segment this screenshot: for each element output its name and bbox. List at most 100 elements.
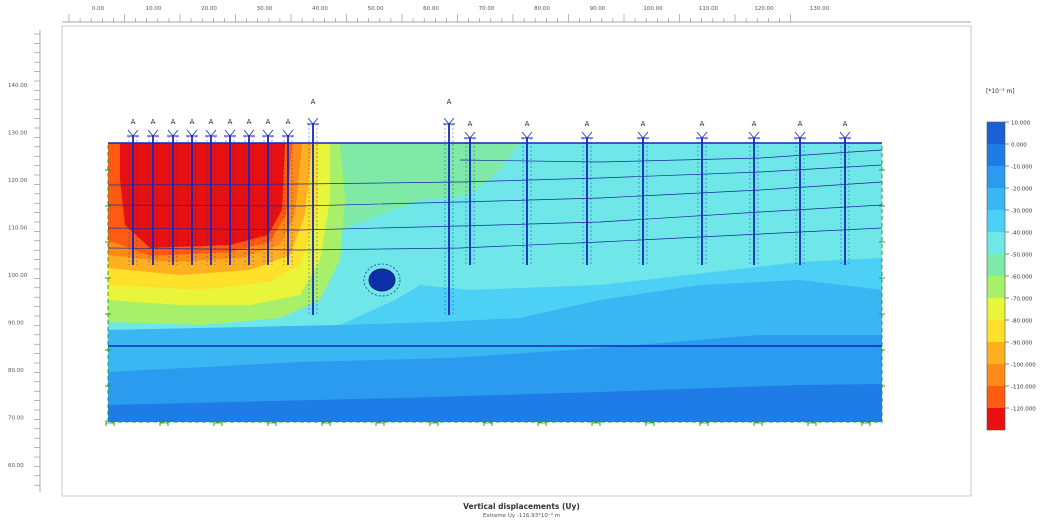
x-tick-label: 70.00 bbox=[479, 6, 495, 12]
anchor-marker-label: A bbox=[585, 120, 590, 128]
anchor-marker-label: A bbox=[311, 98, 316, 106]
well-element: A bbox=[637, 120, 649, 265]
legend-swatch bbox=[987, 408, 1005, 430]
bottom-fixities bbox=[105, 169, 885, 426]
x-tick-label: 0.00 bbox=[92, 6, 105, 12]
legend-label: 10.000 bbox=[1011, 121, 1031, 127]
fixity-icon bbox=[753, 420, 763, 426]
legend-label: -90.000 bbox=[1011, 341, 1033, 347]
legend-swatch bbox=[987, 166, 1005, 188]
legend-swatch bbox=[987, 144, 1005, 166]
fixity-icon bbox=[483, 420, 493, 426]
legend-swatch bbox=[987, 188, 1005, 210]
anchor-marker-label: A bbox=[752, 120, 757, 128]
legend-label: -50.000 bbox=[1011, 253, 1033, 259]
anchor-marker-label: A bbox=[798, 120, 803, 128]
legend-label: -10.000 bbox=[1011, 165, 1033, 171]
anchor-marker-label: A bbox=[447, 98, 452, 106]
well-element: A bbox=[581, 120, 593, 265]
fixity-icon bbox=[375, 420, 385, 426]
anchor-marker-label: A bbox=[131, 118, 136, 126]
anchor-marker-label: A bbox=[641, 120, 646, 128]
legend-entry: 10.000 bbox=[987, 121, 1031, 144]
x-axis-ruler: 0.00 10.00 20.00 30.00 40.00 50.00 60.00 70.00 8… bbox=[62, 6, 971, 23]
y-tick-label: 60.00 bbox=[8, 463, 24, 469]
tunnel-outline-icon bbox=[363, 263, 401, 297]
x-tick-label: 50.00 bbox=[368, 6, 384, 12]
tunnel-lining-icon bbox=[368, 268, 396, 292]
well-element: A bbox=[262, 118, 274, 265]
x-tick-label: 130.00 bbox=[810, 6, 830, 12]
anchor-marker-label: A bbox=[190, 118, 195, 126]
contour-band-green bbox=[300, 143, 520, 230]
y-tick-label: 130.00 bbox=[8, 131, 28, 137]
legend-entry: -10.000 bbox=[987, 165, 1033, 188]
x-tick-label: 120.00 bbox=[754, 6, 774, 12]
fixity-icon bbox=[645, 420, 655, 426]
legend-label: -120.000 bbox=[1011, 407, 1036, 413]
well-element: A bbox=[186, 118, 198, 265]
y-tick-label: 140.00 bbox=[8, 83, 28, 89]
legend-entry: -40.000 bbox=[987, 231, 1033, 254]
legend-swatch bbox=[987, 254, 1005, 276]
legend-swatch bbox=[987, 298, 1005, 320]
anchor-marker-label: A bbox=[525, 120, 530, 128]
legend-entry: -60.000 bbox=[987, 275, 1033, 298]
y-tick-label: 80.00 bbox=[8, 368, 24, 374]
fixity-icon bbox=[699, 420, 709, 426]
fixity-icon bbox=[591, 420, 601, 426]
color-legend: 10.000 0.000 -10.000 -20.000 -30.000 -40.000 -… bbox=[986, 121, 1036, 431]
plot-frame bbox=[61, 25, 972, 497]
contour-band-dark-blue bbox=[108, 384, 882, 422]
anchor-marker-label: A bbox=[247, 118, 252, 126]
y-tick-label: 110.00 bbox=[8, 226, 28, 232]
legend-entry: -70.000 bbox=[987, 297, 1033, 320]
well-element: A bbox=[167, 118, 179, 265]
legend-label: -110.000 bbox=[1011, 385, 1036, 391]
fixity-icon bbox=[537, 420, 547, 426]
legend-swatch bbox=[987, 320, 1005, 342]
anchor-marker-label: A bbox=[171, 118, 176, 126]
legend-entry: -30.000 bbox=[987, 209, 1033, 232]
x-tick-label: 110.00 bbox=[699, 6, 719, 12]
plot-title: Vertical displacements (Uy) bbox=[463, 502, 580, 511]
x-tick-label: 20.00 bbox=[201, 6, 217, 12]
well-element: A bbox=[794, 120, 806, 265]
well-element: A bbox=[696, 120, 708, 265]
well-element: A bbox=[205, 118, 217, 265]
legend-entry: 0.000 bbox=[987, 143, 1027, 166]
legend-entry: -110.000 bbox=[987, 385, 1036, 408]
y-tick-label: 100.00 bbox=[8, 273, 28, 279]
x-tick-label: 80.00 bbox=[534, 6, 550, 12]
legend-entry: -90.000 bbox=[987, 341, 1033, 364]
fixity-icon bbox=[807, 420, 817, 426]
extreme-value-label: Extreme Uy -116.93*10⁻³ m bbox=[482, 513, 561, 519]
x-tick-label: 40.00 bbox=[312, 6, 328, 12]
x-tick-label: 100.00 bbox=[643, 6, 663, 12]
legend-label: -20.000 bbox=[1011, 187, 1033, 193]
well-element: A bbox=[243, 118, 255, 265]
legend-label: 0.000 bbox=[1011, 143, 1027, 149]
legend-swatch bbox=[987, 386, 1005, 408]
anchor-marker-label: A bbox=[468, 120, 473, 128]
legend-swatch bbox=[987, 232, 1005, 254]
fixity-icon bbox=[213, 420, 223, 426]
legend-label: -100.000 bbox=[1011, 363, 1036, 369]
fixity-icon bbox=[861, 420, 871, 426]
well-element: A bbox=[839, 120, 851, 265]
y-tick-label: 70.00 bbox=[8, 416, 24, 422]
anchor-marker-label: A bbox=[843, 120, 848, 128]
anchor-marker-label: A bbox=[228, 118, 233, 126]
legend-label: -40.000 bbox=[1011, 231, 1033, 237]
well-element: A bbox=[521, 120, 533, 265]
well-element: A bbox=[443, 98, 455, 315]
well-element: A bbox=[748, 120, 760, 265]
legend-swatch bbox=[987, 276, 1005, 298]
legend-unit-label: [*10⁻³ m] bbox=[986, 88, 1015, 95]
well-element: A bbox=[282, 118, 294, 265]
legend-label: -30.000 bbox=[1011, 209, 1033, 215]
anchor-marker-label: A bbox=[209, 118, 214, 126]
y-tick-label: 90.00 bbox=[8, 321, 24, 327]
